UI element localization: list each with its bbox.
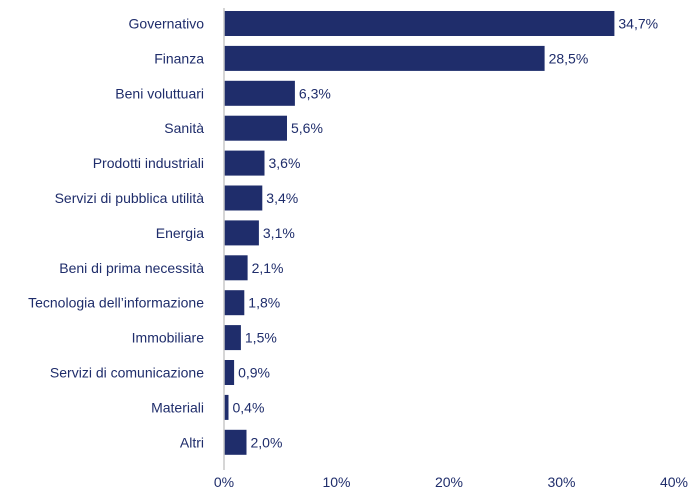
- value-label: 3,1%: [263, 225, 295, 241]
- bar: [224, 45, 545, 71]
- x-tick-label: 40%: [660, 474, 688, 490]
- x-tick-label: 10%: [322, 474, 350, 490]
- bar: [224, 290, 245, 316]
- value-label: 0,4%: [233, 399, 265, 415]
- bar: [224, 185, 263, 211]
- category-label: Immobiliare: [132, 330, 205, 346]
- value-label: 6,3%: [299, 85, 331, 101]
- value-label: 28,5%: [549, 50, 589, 66]
- value-label: 5,6%: [291, 120, 323, 136]
- category-label: Servizi di pubblica utilità: [55, 190, 205, 206]
- x-tick-label: 0%: [214, 474, 234, 490]
- value-label: 1,8%: [248, 295, 280, 311]
- value-label: 1,5%: [245, 330, 277, 346]
- value-label: 3,4%: [266, 190, 298, 206]
- x-tick-label: 30%: [547, 474, 575, 490]
- category-label: Beni voluttuari: [115, 85, 204, 101]
- bar: [224, 255, 248, 281]
- category-label: Materiali: [151, 399, 204, 415]
- value-label: 2,0%: [251, 434, 283, 450]
- category-label: Energia: [156, 225, 204, 241]
- bar: [224, 220, 259, 246]
- value-labels: 34,7% 28,5% 6,3% 5,6% 3,6% 3,4% 3,1% 2,1% 1,8% 1,…: [233, 16, 659, 451]
- category-labels: Governativo Finanza Beni voluttuari Sanità P…: [28, 16, 204, 451]
- bar: [224, 325, 241, 351]
- bar: [224, 150, 265, 176]
- x-tick-label: 20%: [435, 474, 463, 490]
- bar: [224, 360, 235, 385]
- category-label: Prodotti industriali: [93, 155, 204, 171]
- category-label: Tecnologia dell’informazione: [28, 295, 204, 311]
- bar: [224, 115, 287, 141]
- category-label: Governativo: [129, 16, 205, 32]
- category-label: Servizi di comunicazione: [50, 365, 204, 381]
- category-label: Altri: [180, 434, 204, 450]
- category-label: Sanità: [164, 120, 204, 136]
- x-axis: 0% 10% 20% 30% 40%: [214, 8, 688, 490]
- value-label: 3,6%: [269, 155, 301, 171]
- bar: [224, 11, 615, 36]
- category-label: Beni di prima necessità: [59, 260, 204, 276]
- bars-layer: [224, 11, 615, 455]
- value-label: 0,9%: [238, 365, 270, 381]
- category-label: Finanza: [154, 50, 204, 66]
- bar: [224, 394, 229, 420]
- bar: [224, 80, 295, 106]
- value-label: 2,1%: [252, 260, 284, 276]
- bar: [224, 429, 247, 455]
- value-label: 34,7%: [618, 16, 658, 32]
